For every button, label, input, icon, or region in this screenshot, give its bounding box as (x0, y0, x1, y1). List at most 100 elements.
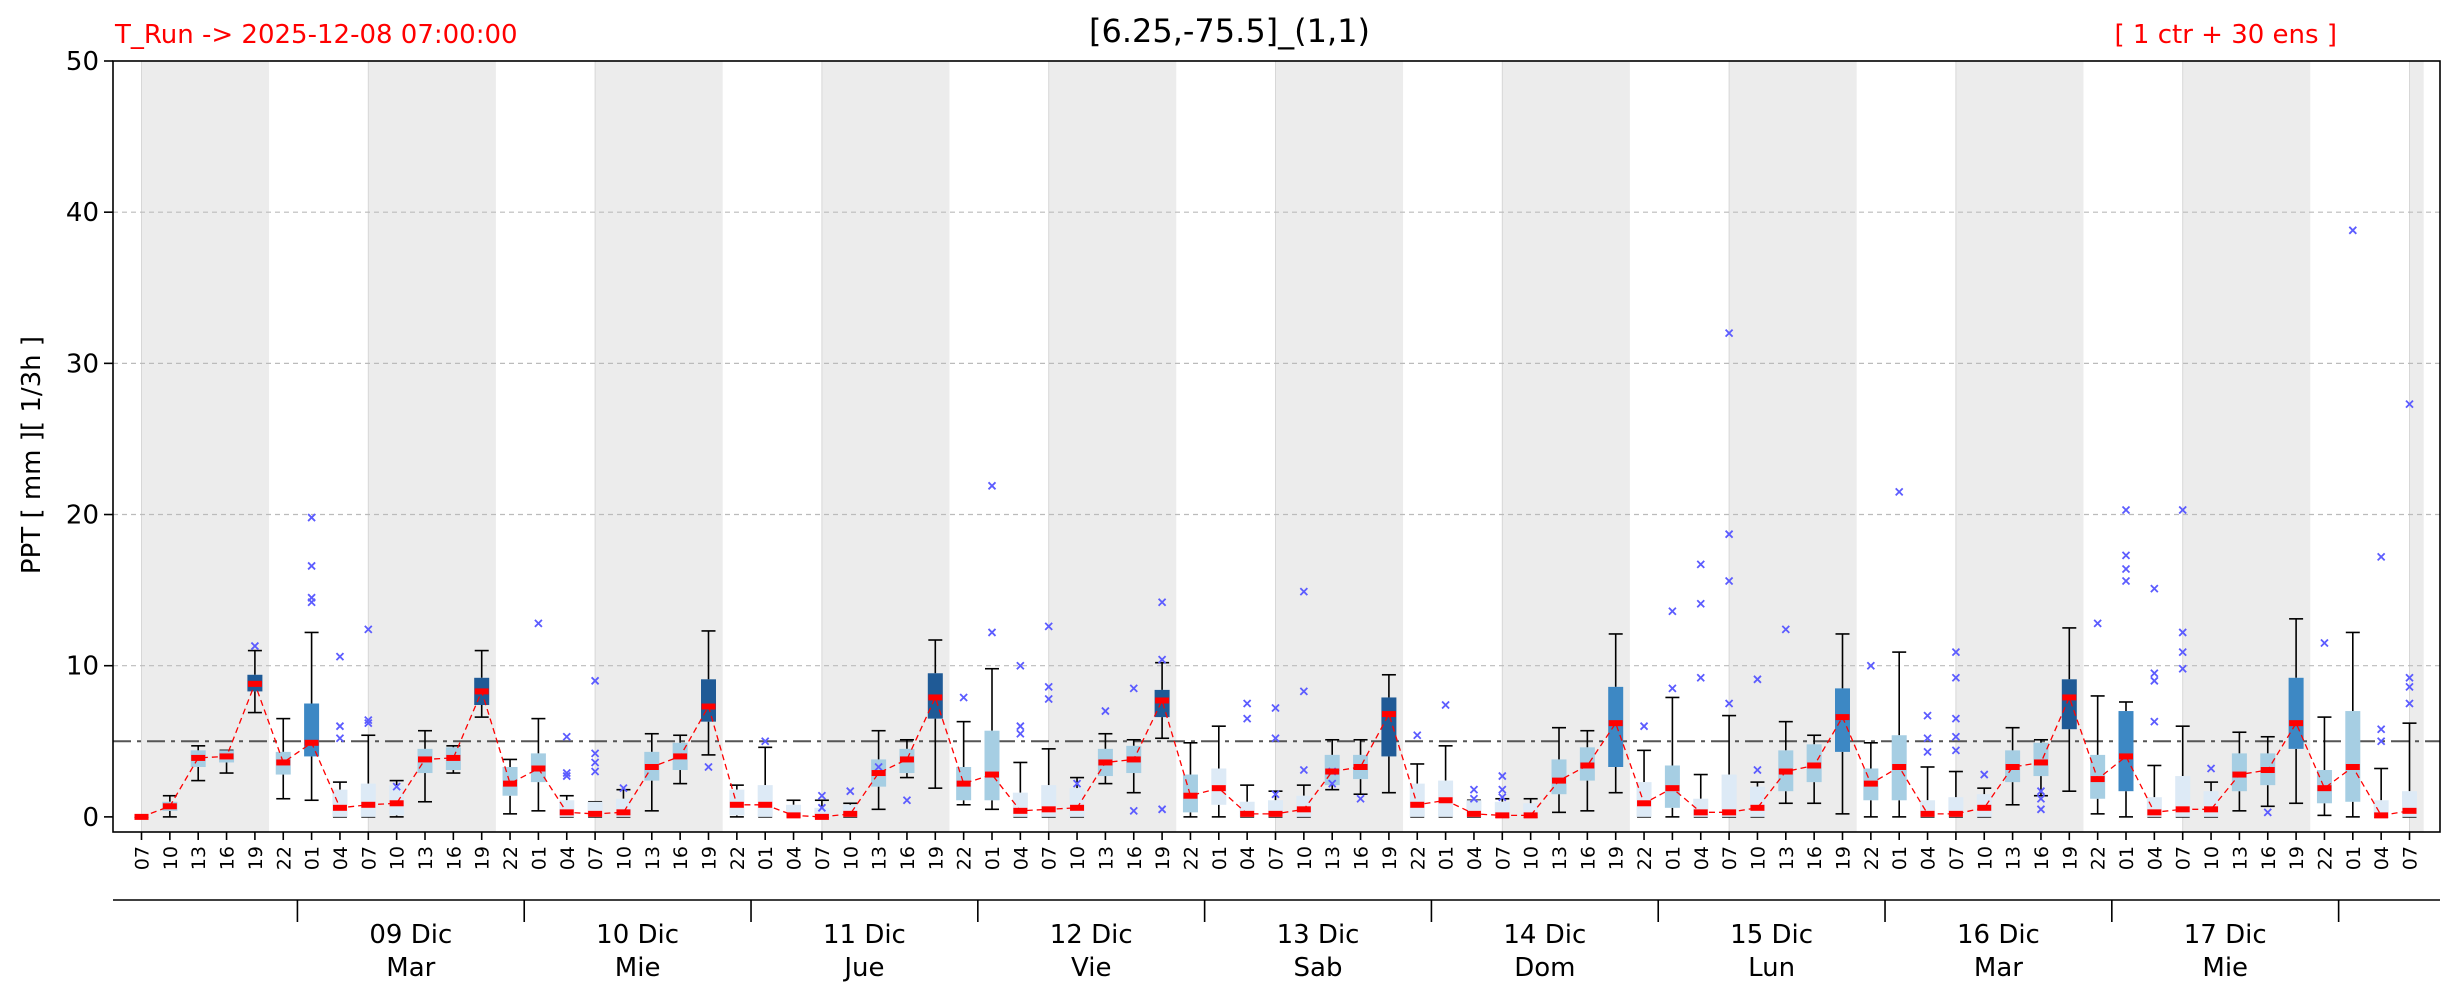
x-tick-label: 04 (1918, 846, 1940, 870)
outlier-point (1895, 487, 1904, 496)
x-tick-label: 16 (443, 846, 465, 870)
median-marker (134, 813, 149, 820)
median-marker (474, 688, 489, 695)
outlier-point (959, 693, 968, 702)
median-marker (1438, 797, 1453, 804)
outlier-point (2405, 400, 2414, 409)
outlier-point (2178, 628, 2187, 637)
outlier-point (1299, 687, 1308, 696)
day-weekday-label: Lun (1748, 953, 1795, 983)
outlier-point (1498, 771, 1507, 781)
outlier-point (2377, 552, 2386, 561)
x-tick-label: 16 (1351, 846, 1373, 870)
outlier-point (1724, 530, 1734, 539)
outlier-point (364, 719, 373, 728)
y-tick-label: 30 (66, 349, 99, 379)
outlier-point (1243, 699, 1252, 708)
day-date-label: 12 Dic (1050, 920, 1133, 950)
outlier-point (590, 676, 600, 685)
day-weekday-label: Jue (842, 953, 884, 983)
outlier-point (364, 625, 373, 634)
median-marker (1126, 756, 1141, 763)
outlier-point (562, 771, 571, 781)
x-tick-label: 01 (528, 846, 550, 870)
box (2118, 711, 2134, 792)
box (304, 703, 320, 757)
median-marker (729, 801, 744, 808)
outlier-point (1044, 694, 1053, 704)
x-tick-label: 22 (1634, 846, 1656, 870)
box (1749, 786, 1765, 817)
x-tick-label: 22 (500, 846, 522, 870)
outlier-point (250, 641, 260, 651)
median-marker (588, 810, 603, 817)
outlier-point (761, 737, 770, 746)
box (701, 679, 716, 722)
median-marker (1211, 785, 1226, 792)
median-marker (2232, 771, 2247, 778)
median-marker (332, 804, 347, 811)
median-marker (1637, 800, 1652, 807)
outlier-point (704, 762, 713, 772)
box (814, 807, 830, 817)
median-marker (758, 801, 773, 808)
outlier-point (817, 791, 827, 800)
x-tick-label: 04 (2144, 846, 2166, 870)
outlier-point (335, 722, 345, 731)
x-tick-label: 04 (784, 846, 806, 870)
median-series (134, 680, 2417, 820)
x-tick-label: 13 (1776, 846, 1798, 870)
median-marker (1892, 763, 1907, 770)
day-date-label: 11 Dic (823, 920, 906, 950)
x-tick-label: 01 (2116, 846, 2138, 870)
x-tick-label: 19 (1606, 846, 1628, 870)
outlier-point (2150, 584, 2159, 593)
median-marker (2175, 806, 2190, 813)
x-tick-label: 04 (557, 846, 579, 870)
outlier-point (1299, 765, 1308, 775)
night-band (2409, 61, 2424, 832)
x-tick-label: 10 (1294, 846, 1316, 870)
outlier-point (2178, 505, 2187, 515)
box (2288, 677, 2304, 749)
median-marker (1778, 768, 1793, 775)
outlier-point (1016, 729, 1025, 738)
x-tick-label: 07 (1266, 846, 1288, 870)
day-weekday-label: Mie (615, 953, 661, 983)
outlier-point (335, 734, 345, 743)
outlier-point (1469, 785, 1479, 794)
x-tick-label: 04 (1010, 846, 1032, 870)
day-weekday-label: Vie (1071, 953, 1111, 983)
y-tick-label: 20 (66, 501, 99, 531)
x-tick-label: 19 (2059, 846, 2081, 870)
median-marker (701, 703, 716, 710)
outlier-point (1951, 732, 1961, 741)
median-marker (2317, 785, 2332, 792)
outlier-point (1129, 684, 1138, 693)
x-tick-label: 22 (954, 846, 976, 870)
outlier-point (2320, 638, 2329, 648)
x-tick-label: 22 (1180, 846, 1202, 870)
outlier-point (1951, 673, 1961, 682)
outlier-point (1639, 722, 1649, 731)
x-tick-label: 10 (1521, 846, 1543, 870)
y-tick-label: 40 (66, 198, 99, 228)
median-marker (899, 756, 914, 763)
outlier-point (1724, 576, 1734, 586)
outlier-point (1328, 779, 1337, 788)
x-tick-label: 10 (1974, 846, 1996, 870)
night-shading (141, 61, 2424, 832)
box (1721, 774, 1737, 817)
median-marker (2345, 763, 2360, 770)
median-marker (2204, 806, 2219, 813)
median-marker (2005, 763, 2020, 770)
plot-frame (112, 60, 2441, 833)
box (984, 730, 1000, 801)
median-marker (1608, 720, 1623, 727)
x-tick-label: 07 (1492, 846, 1514, 870)
y-axis: 0 10 20 30 40 50 (66, 47, 113, 833)
box (1551, 759, 1567, 795)
median-marker (559, 809, 574, 816)
median-marker (531, 765, 546, 772)
